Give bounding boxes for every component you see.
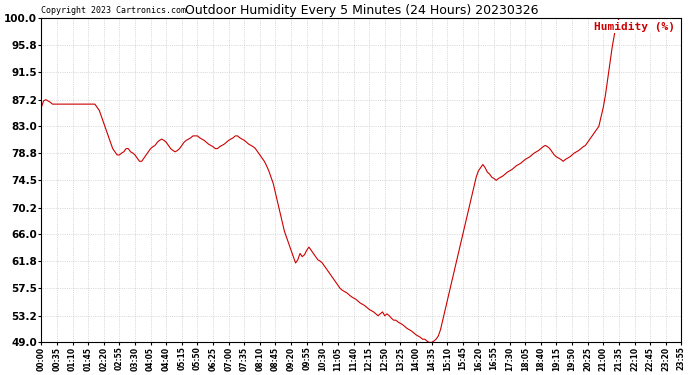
- Title: Outdoor Humidity Every 5 Minutes (24 Hours) 20230326: Outdoor Humidity Every 5 Minutes (24 Hou…: [185, 4, 538, 17]
- Text: Humidity (%): Humidity (%): [594, 22, 675, 32]
- Text: Copyright 2023 Cartronics.com: Copyright 2023 Cartronics.com: [41, 6, 186, 15]
